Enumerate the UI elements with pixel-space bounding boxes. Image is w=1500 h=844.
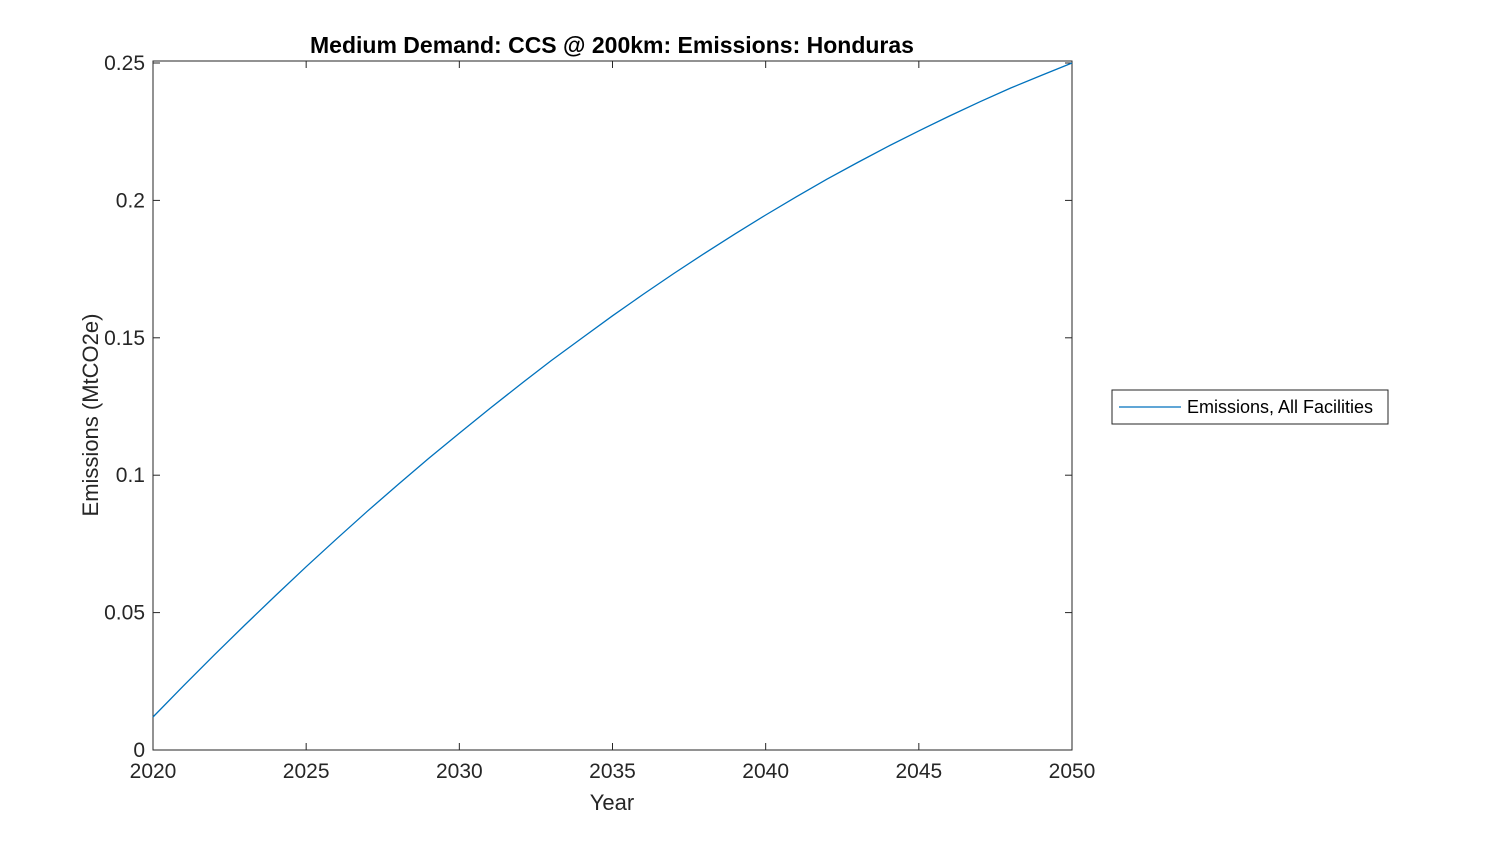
y-axis-ticks bbox=[153, 62, 1072, 751]
chart-title: Medium Demand: CCS @ 200km: Emissions: H… bbox=[310, 32, 914, 58]
x-axis-ticks bbox=[152, 61, 1073, 750]
y-tick-label: 0 bbox=[133, 739, 145, 762]
y-axis-label: Emissions (MtCO2e) bbox=[78, 314, 103, 517]
x-axis-label: Year bbox=[590, 790, 634, 815]
x-tick-label: 2020 bbox=[130, 760, 177, 783]
x-tick-label: 2040 bbox=[742, 760, 789, 783]
x-tick-label: 2030 bbox=[436, 760, 483, 783]
y-tick-label: 0.15 bbox=[104, 327, 145, 350]
emissions-series-line bbox=[152, 62, 1073, 718]
x-tick-label: 2045 bbox=[895, 760, 942, 783]
x-axis-tick-labels: 2020 2025 2030 2035 2040 2045 2050 bbox=[130, 760, 1096, 783]
y-tick-label: 0.25 bbox=[104, 52, 145, 75]
x-tick-label: 2025 bbox=[283, 760, 330, 783]
legend: Emissions, All Facilities bbox=[1111, 389, 1389, 425]
y-tick-label: 0.05 bbox=[104, 602, 145, 625]
y-tick-label: 0.2 bbox=[116, 189, 145, 212]
x-tick-label: 2050 bbox=[1049, 760, 1096, 783]
legend-entry-label: Emissions, All Facilities bbox=[1187, 397, 1373, 417]
plot-area-box bbox=[152, 60, 1073, 751]
y-axis-tick-labels: 0 0.05 0.1 0.15 0.2 0.25 bbox=[104, 52, 145, 762]
x-tick-label: 2035 bbox=[589, 760, 636, 783]
y-tick-label: 0.1 bbox=[116, 464, 145, 487]
